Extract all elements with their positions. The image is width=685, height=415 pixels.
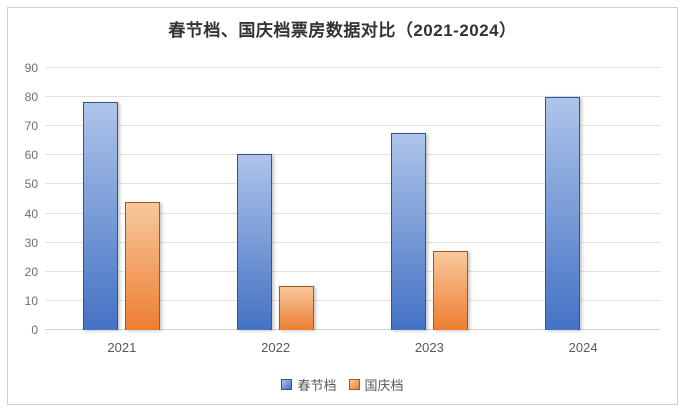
legend-swatch-national-day	[348, 379, 360, 390]
bar	[432, 250, 468, 330]
legend-item-national-day: 国庆档	[348, 375, 404, 394]
gridline	[45, 67, 660, 68]
bar	[125, 202, 161, 330]
gridline	[45, 299, 660, 301]
x-tick-label: 2024	[568, 340, 598, 355]
y-tick-label: 80	[24, 90, 38, 105]
gridline	[45, 96, 660, 98]
legend-swatch-spring-festival	[281, 379, 293, 390]
bar	[390, 133, 426, 330]
legend: 春节档 国庆档	[0, 375, 685, 394]
legend-item-spring-festival: 春节档	[281, 375, 337, 394]
bar	[83, 102, 119, 330]
y-tick-label: 30	[24, 235, 38, 250]
y-tick-label: 0	[31, 323, 38, 337]
gridline	[45, 183, 660, 185]
gridline	[45, 241, 660, 243]
y-tick-label: 90	[24, 61, 38, 75]
x-tick-label: 2021	[107, 340, 137, 355]
y-tick-label: 70	[24, 119, 38, 134]
x-tick-label: 2022	[261, 340, 291, 355]
y-tick-label: 60	[24, 148, 38, 163]
gridline	[45, 329, 660, 330]
x-axis-labels: 2021 2022 2023 2024	[45, 340, 660, 360]
gridline	[45, 154, 660, 156]
chart-title: 春节档、国庆档票房数据对比（2021-2024）	[168, 21, 517, 40]
bar	[544, 96, 580, 330]
y-tick-label: 40	[24, 206, 38, 221]
y-axis-labels: 0 10 20 30 40 50 60 70 80 90	[0, 61, 38, 337]
y-tick-label: 10	[24, 293, 38, 308]
gridline	[45, 125, 660, 127]
legend-label-national-day: 国庆档	[364, 378, 404, 393]
gridline	[45, 270, 660, 272]
gridline	[45, 212, 660, 214]
y-tick-label: 20	[24, 264, 38, 279]
bar	[237, 154, 273, 330]
legend-label-spring-festival: 春节档	[297, 378, 337, 393]
x-tick-label: 2023	[414, 340, 444, 355]
y-tick-label: 50	[24, 177, 38, 192]
plot-area	[45, 67, 660, 330]
bar	[279, 286, 315, 330]
